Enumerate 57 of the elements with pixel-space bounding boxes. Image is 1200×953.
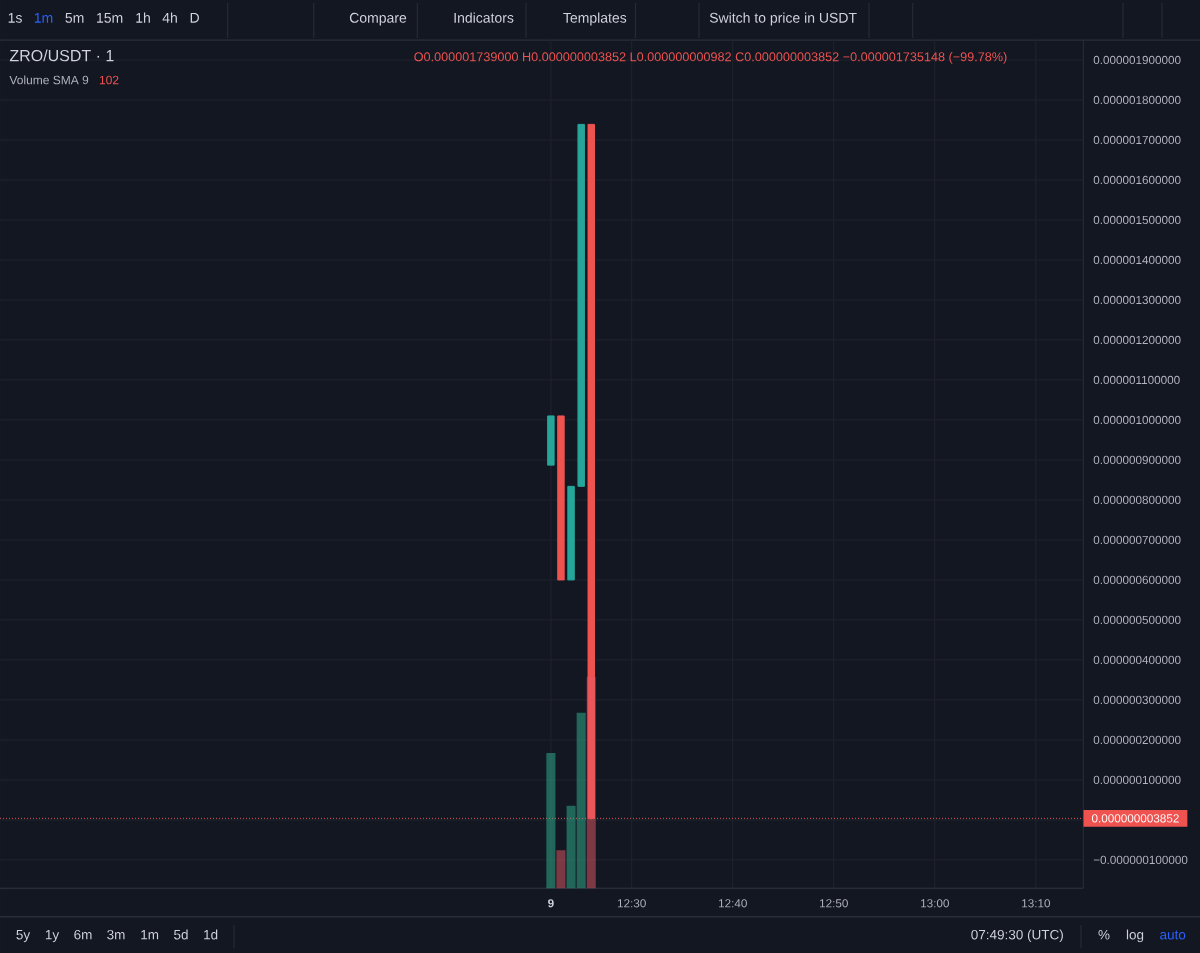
text: Compare [349,12,407,26]
y-tick-label: 0.000000200000 [1093,735,1181,745]
text: 5m [65,13,84,23]
x-tick-label: 12:40 [719,899,747,908]
y-tick-label: 0.000000500000 [1093,615,1181,625]
candlestick [557,415,565,581]
y-tick-label: 0.000000800000 [1093,495,1181,505]
text: 1s [8,13,22,23]
text: 1y [45,930,60,943]
text: 5y [16,930,31,943]
text: 4h [162,12,177,23]
text: Templates [563,12,627,26]
text: Switch to price in USDT [709,12,857,26]
y-tick-label: 0.000000100000 [1093,775,1181,785]
annotation: 102 [99,75,119,85]
y-tick-label: 0.000001500000 [1093,215,1181,225]
y-tick-label: 0.000001600000 [1093,175,1181,185]
x-tick-label: 13:10 [1022,899,1051,908]
y-tick-label: 0.000000700000 [1093,535,1181,545]
y-tick-label: 0.000001900000 [1093,55,1181,65]
candlestick [547,415,555,466]
text: 3m [107,929,125,940]
text: 6m [74,929,92,940]
text: O0.000001739000 H0.000000003852 L0.000000000982 C0.000000003852 −0.000001735148 (−99.78%) [414,51,1007,64]
y-tick-label: 0.000001000000 [1093,415,1181,425]
text: 1m [141,930,159,940]
text: 15m [97,13,123,23]
text: 1m [34,13,53,23]
y-tick-label: 0.000000600000 [1093,575,1181,585]
text: auto [1160,930,1186,940]
text: % [1098,929,1110,940]
text: 07:49:30 (UTC) [971,929,1063,943]
text: 1h [136,12,150,23]
y-tick-label: −0.000000100000 [1093,855,1188,865]
text: D [190,13,199,23]
x-tick-label: 12:50 [819,899,848,908]
y-tick-label: 0.000000300000 [1093,695,1181,705]
candlestick [567,485,575,581]
x-tick-label: 12:30 [617,899,646,908]
candlestick [577,123,585,487]
text: Indicators [454,12,514,23]
chart-title: ZRO/USDT · 1 [9,49,114,62]
y-tick-label: 0.000001400000 [1093,255,1181,265]
y-tick-label: 0.000000400000 [1093,655,1181,665]
annotation: Volume SMA 9 [9,75,89,85]
y-tick-label: 0.000001100000 [1093,375,1180,385]
text: log [1126,929,1144,943]
y-tick-label: 0.000001800000 [1093,95,1181,105]
text: 1d [204,929,218,940]
text: 9 [548,899,554,908]
x-tick-label: 13:00 [921,899,949,908]
y-tick-label: 0.000000900000 [1093,455,1181,465]
y-tick-label: 0.000001300000 [1093,295,1181,305]
text: 5d [174,929,188,940]
ref-line-label: 0.000000003852 [1091,814,1179,823]
y-tick-label: 0.000001200000 [1093,335,1181,345]
y-tick-label: 0.000001700000 [1093,135,1181,145]
